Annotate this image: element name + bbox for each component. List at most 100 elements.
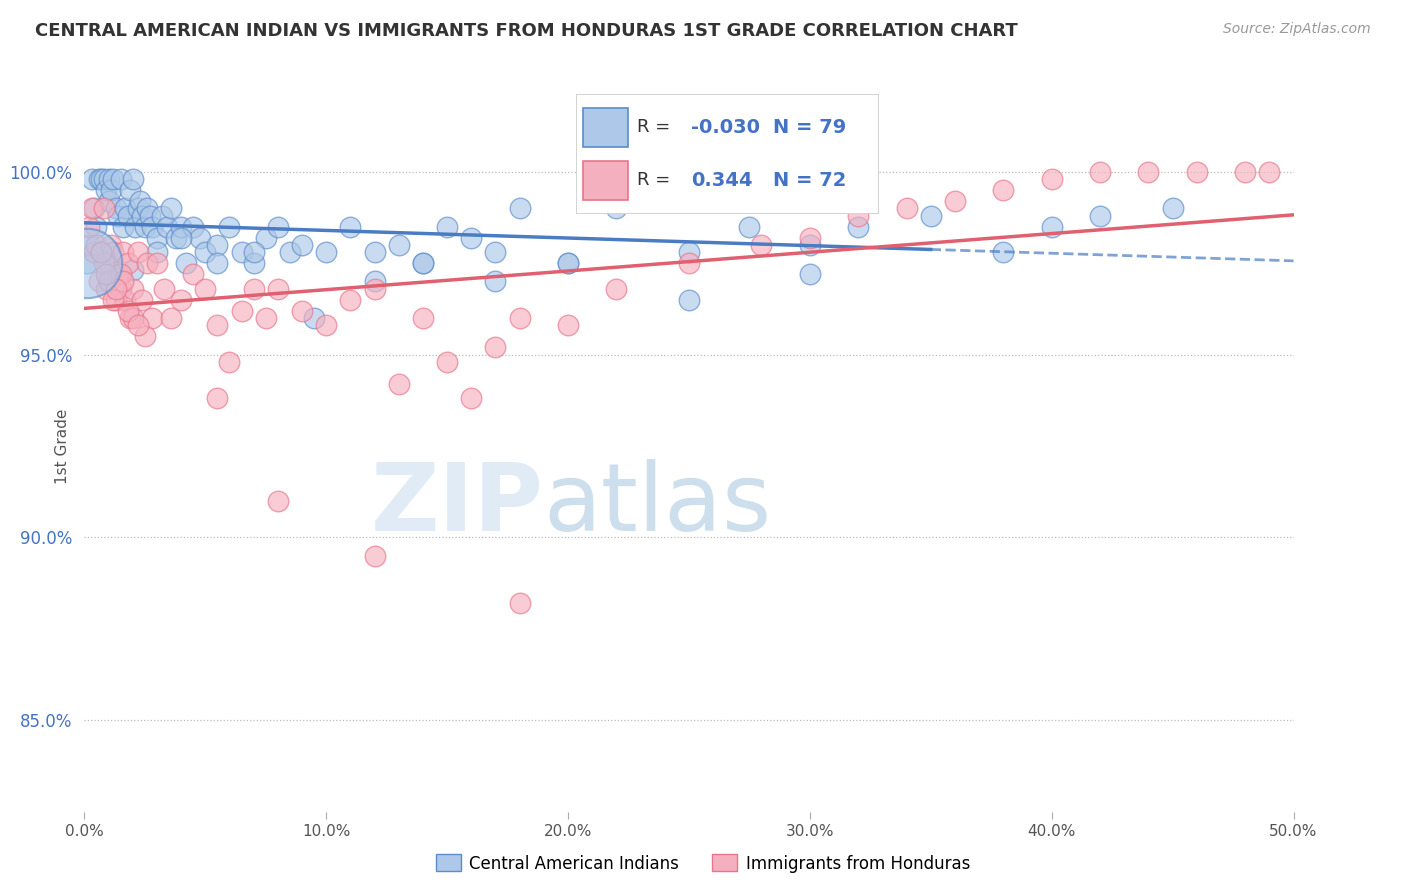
Point: [388, 238, 411, 252]
Point: [943, 194, 966, 208]
Point: [267, 219, 290, 234]
Point: [77, 238, 100, 252]
Point: [103, 293, 125, 307]
Point: [388, 376, 411, 391]
Text: R =: R =: [637, 171, 671, 189]
Point: [155, 219, 177, 234]
Point: [117, 256, 139, 270]
Point: [94, 183, 117, 197]
FancyBboxPatch shape: [576, 94, 879, 214]
Point: [218, 219, 240, 234]
Point: [120, 183, 142, 197]
Point: [104, 293, 127, 307]
Point: [153, 282, 176, 296]
Point: [131, 293, 153, 307]
Point: [93, 202, 115, 216]
Point: [194, 282, 217, 296]
Point: [484, 245, 506, 260]
Point: [90, 245, 112, 260]
Point: [484, 274, 506, 288]
Point: [112, 274, 135, 288]
Point: [83, 202, 105, 216]
Point: [339, 219, 361, 234]
Point: [97, 172, 120, 186]
Point: [460, 392, 482, 406]
Point: [315, 318, 337, 333]
Point: [117, 209, 139, 223]
Point: [363, 274, 385, 288]
Point: [86, 219, 108, 234]
Point: [121, 282, 143, 296]
Point: [136, 202, 159, 216]
Point: [207, 392, 229, 406]
Point: [146, 256, 169, 270]
Point: [896, 202, 918, 216]
Point: [87, 172, 110, 186]
Point: [1161, 202, 1184, 216]
Text: CENTRAL AMERICAN INDIAN VS IMMIGRANTS FROM HONDURAS 1ST GRADE CORRELATION CHART: CENTRAL AMERICAN INDIAN VS IMMIGRANTS FR…: [35, 22, 1018, 40]
Point: [846, 219, 869, 234]
Text: atlas: atlas: [544, 458, 772, 550]
Point: [134, 329, 156, 343]
Point: [112, 219, 135, 234]
Point: [207, 318, 229, 333]
Point: [76, 256, 98, 270]
Point: [141, 219, 163, 234]
FancyBboxPatch shape: [582, 108, 628, 146]
Point: [190, 230, 212, 244]
Point: [97, 274, 120, 288]
Point: [231, 303, 253, 318]
Point: [170, 230, 193, 244]
Point: [993, 245, 1015, 260]
Point: [254, 311, 277, 326]
Point: [136, 256, 159, 270]
FancyBboxPatch shape: [582, 161, 628, 200]
Point: [127, 318, 149, 333]
Point: [160, 202, 183, 216]
Point: [77, 219, 100, 234]
Point: [605, 202, 627, 216]
Point: [291, 238, 314, 252]
Point: [86, 238, 108, 252]
Text: R =: R =: [637, 119, 671, 136]
Point: [678, 245, 700, 260]
Text: N = 79: N = 79: [773, 118, 846, 136]
Point: [799, 230, 821, 244]
Point: [1185, 164, 1208, 178]
Point: [121, 172, 143, 186]
Point: [103, 245, 125, 260]
Point: [93, 172, 115, 186]
Point: [165, 230, 187, 244]
Point: [242, 282, 264, 296]
Point: [412, 256, 434, 270]
Y-axis label: 1st Grade: 1st Grade: [55, 409, 70, 483]
Point: [194, 245, 217, 260]
Point: [993, 183, 1015, 197]
Point: [751, 238, 773, 252]
Text: N = 72: N = 72: [773, 171, 846, 190]
Point: [170, 219, 193, 234]
Point: [1088, 209, 1111, 223]
Point: [110, 172, 132, 186]
Point: [1040, 219, 1063, 234]
Point: [141, 311, 163, 326]
Point: [181, 219, 204, 234]
Point: [100, 183, 122, 197]
Point: [134, 219, 156, 234]
Point: [218, 355, 240, 369]
Point: [557, 256, 579, 270]
Point: [738, 219, 761, 234]
Point: [129, 194, 152, 208]
Point: [363, 282, 385, 296]
Point: [127, 202, 149, 216]
Point: [242, 256, 264, 270]
Text: ZIP: ZIP: [371, 458, 544, 550]
Point: [90, 172, 112, 186]
Point: [242, 245, 264, 260]
Point: [207, 256, 229, 270]
Point: [97, 194, 120, 208]
Point: [363, 549, 385, 563]
Point: [1234, 164, 1257, 178]
Point: [104, 282, 127, 296]
Point: [254, 230, 277, 244]
